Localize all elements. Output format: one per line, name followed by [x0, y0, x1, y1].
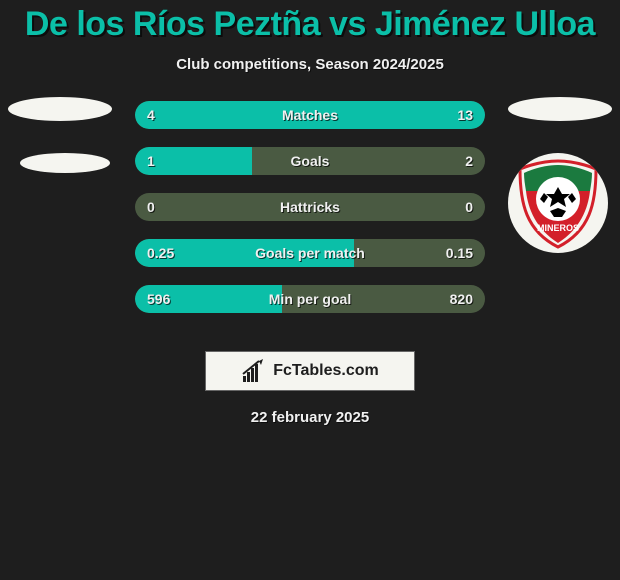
right-badge-placeholder: [508, 97, 612, 121]
stat-value-right: 2: [465, 147, 473, 175]
branding-text: FcTables.com: [273, 362, 379, 380]
stat-value-right: 13: [457, 101, 473, 129]
stat-label: Goals: [135, 147, 485, 175]
stat-value-left: 0.25: [147, 239, 174, 267]
stat-label: Hattricks: [135, 193, 485, 221]
stat-label: Goals per match: [135, 239, 485, 267]
stat-row: Goals1 2: [135, 147, 485, 175]
stat-row: Matches4 13: [135, 101, 485, 129]
stat-rows: Matches4 13 Goals1 2 Hattricks0 0 Goals per ma…: [135, 101, 485, 331]
snapshot-date: 22 february 2025: [0, 409, 620, 426]
left-club-placeholder: [20, 153, 110, 173]
stat-row: Goals per match0.25 0.15: [135, 239, 485, 267]
left-badge-placeholder: [8, 97, 112, 121]
stat-label: Min per goal: [135, 285, 485, 313]
left-player-badges: [8, 97, 112, 205]
fctables-logo-icon: [241, 358, 267, 384]
stat-value-left: 1: [147, 147, 155, 175]
stat-value-right: 0: [465, 193, 473, 221]
page-title: De los Ríos Peztña vs Jiménez Ulloa: [0, 5, 620, 44]
stat-value-left: 596: [147, 285, 170, 313]
mineros-logo-icon: MINEROS: [508, 153, 608, 253]
stat-row: Hattricks0 0: [135, 193, 485, 221]
stat-row: Min per goal596 820: [135, 285, 485, 313]
comparison-chart: MINEROS Matches4 13 Goals1 2 Hattricks0 0 Goal…: [0, 101, 620, 341]
stat-value-right: 0.15: [446, 239, 473, 267]
right-player-badges: MINEROS: [508, 97, 612, 253]
stat-value-left: 4: [147, 101, 155, 129]
stat-label: Matches: [135, 101, 485, 129]
svg-text:MINEROS: MINEROS: [537, 223, 579, 233]
stat-value-right: 820: [450, 285, 473, 313]
subtitle: Club competitions, Season 2024/2025: [0, 56, 620, 73]
stat-value-left: 0: [147, 193, 155, 221]
right-club-logo: MINEROS: [508, 153, 608, 253]
branding-box[interactable]: FcTables.com: [205, 351, 415, 391]
